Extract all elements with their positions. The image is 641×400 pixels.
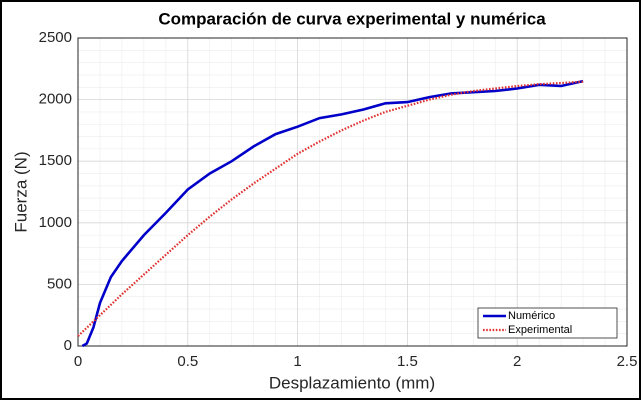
- chart-title: Comparación de curva experimental y numé…: [158, 9, 546, 28]
- y-tick-label: 2000: [39, 91, 72, 108]
- x-tick-label: 1: [293, 353, 301, 370]
- x-tick-label: 0: [74, 353, 82, 370]
- series-line: [81, 79, 584, 348]
- y-tick-label: 500: [47, 275, 72, 292]
- plot-box: [77, 37, 628, 347]
- x-axis-label: Desplazamiento (mm): [269, 373, 435, 392]
- x-tick-label: 2: [513, 353, 521, 370]
- y-axis-label: Fuerza (N): [11, 151, 30, 232]
- legend-label: Experimental: [508, 324, 572, 336]
- y-tick-label: 1000: [39, 214, 72, 231]
- series-line: [77, 80, 584, 337]
- y-tick-label: 1500: [39, 152, 72, 169]
- legend: Numérico Experimental: [477, 307, 618, 339]
- x-tick-label: 0.5: [177, 353, 198, 370]
- x-tick-label: 1.5: [397, 353, 418, 370]
- legend-label: Numérico: [508, 310, 555, 322]
- y-tick-label: 0: [64, 337, 72, 354]
- x-tick-label: 2.5: [617, 353, 638, 370]
- y-tick-label: 2500: [39, 29, 72, 46]
- legend-box: [477, 307, 618, 339]
